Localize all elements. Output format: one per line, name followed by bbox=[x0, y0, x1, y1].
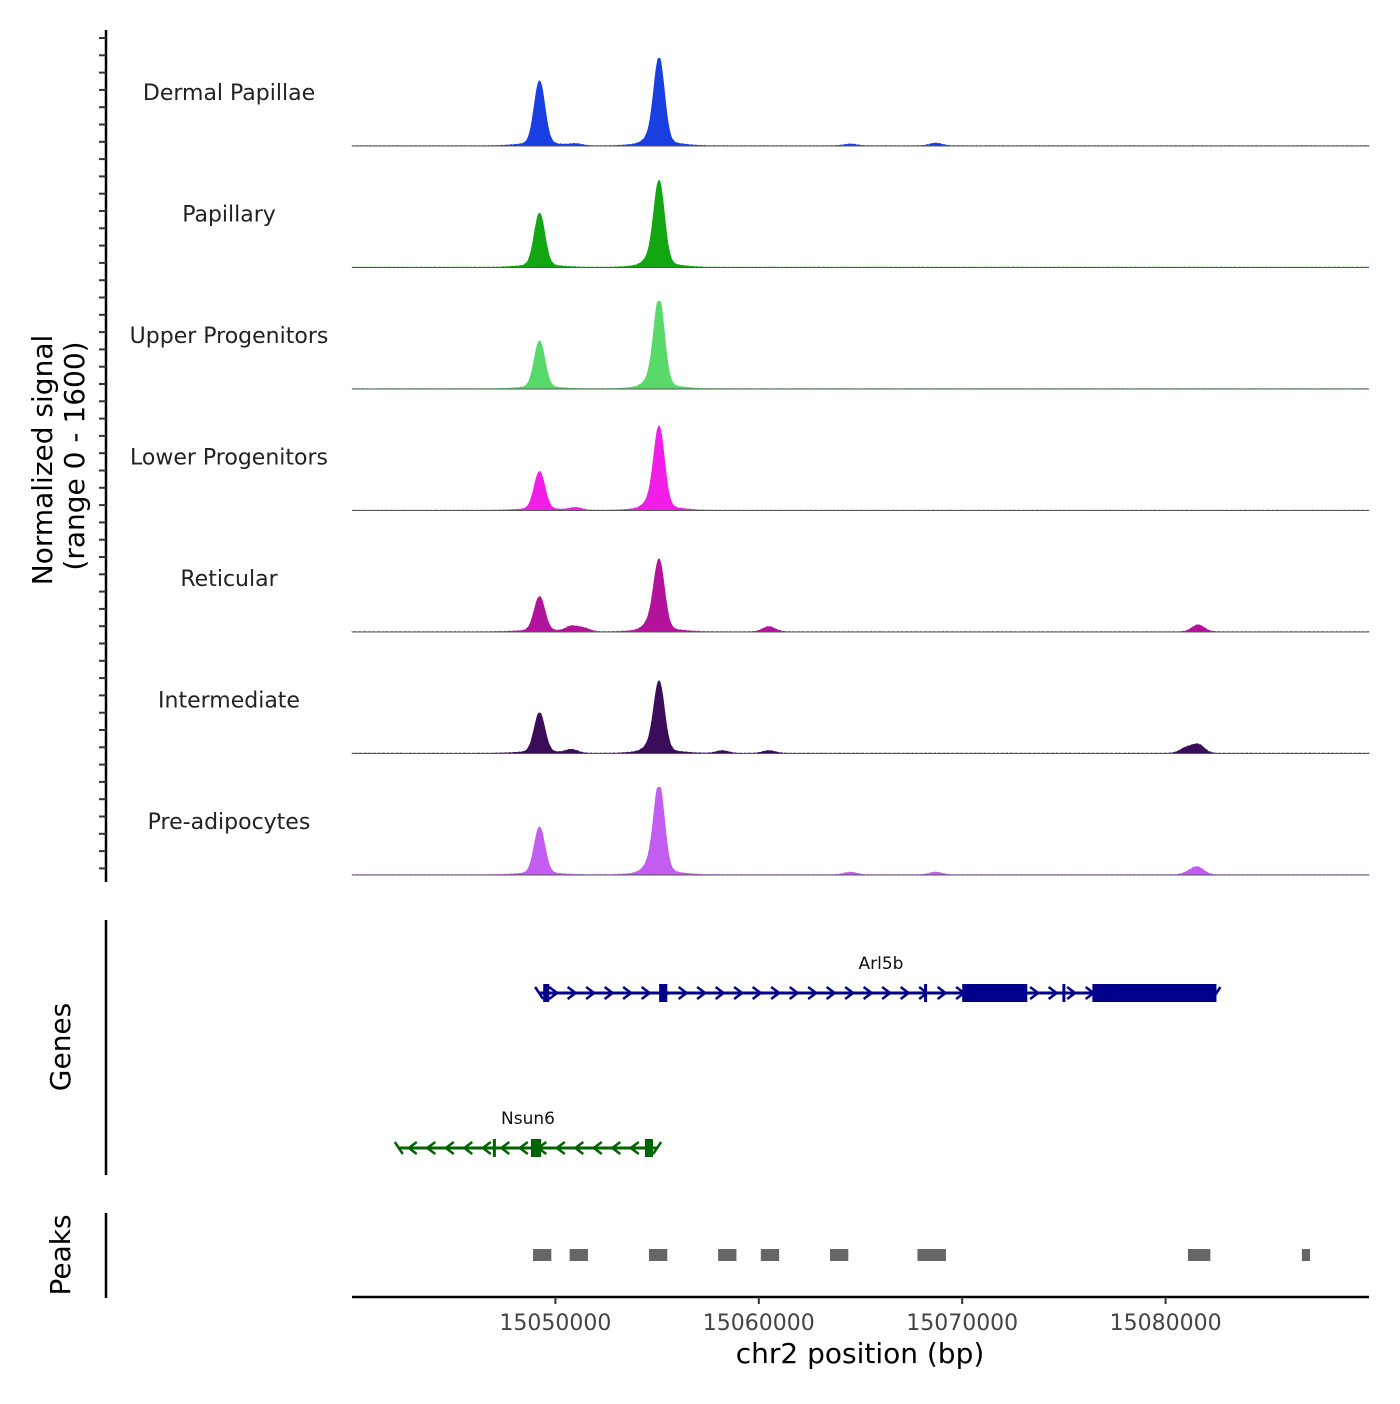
gene-model: Nsun6 bbox=[393, 1109, 663, 1157]
peak-region bbox=[760, 1249, 780, 1261]
x-tick-label: 15070000 bbox=[906, 1311, 1018, 1336]
x-axis-label: chr2 position (bp) bbox=[736, 1337, 985, 1370]
x-tick-label: 15050000 bbox=[499, 1311, 611, 1336]
track-label: Intermediate bbox=[158, 689, 300, 714]
gene-label: Arl5b bbox=[859, 954, 904, 974]
gene-strand-chevron bbox=[1066, 986, 1078, 1000]
gene-strand-chevron bbox=[517, 1141, 529, 1155]
gene-end-mark bbox=[652, 1141, 663, 1155]
gene-strand-chevron bbox=[603, 986, 615, 1000]
signal-track: Intermediate bbox=[158, 680, 1370, 754]
signal-tracks: Dermal Papillae Papillary Upper Progenitor… bbox=[130, 58, 1370, 876]
gene-strand-chevron bbox=[462, 1141, 474, 1155]
gene-strand-chevron bbox=[406, 1141, 418, 1155]
signal-area bbox=[351, 425, 1370, 511]
gene-strand-chevron bbox=[677, 986, 689, 1000]
peak-region bbox=[648, 1249, 668, 1261]
peak-region bbox=[829, 1249, 849, 1261]
gene-exon bbox=[644, 1139, 654, 1157]
gene-strand-chevron bbox=[862, 986, 874, 1000]
gene-strand-chevron bbox=[443, 1141, 455, 1155]
peak-region bbox=[533, 1249, 552, 1261]
signal-track: Dermal Papillae bbox=[143, 58, 1370, 147]
gene-strand-chevron bbox=[628, 1141, 640, 1155]
gene-track: Arl5b Nsun6 bbox=[393, 954, 1222, 1157]
gene-end-mark bbox=[393, 1141, 404, 1155]
track-label: Dermal Papillae bbox=[143, 81, 315, 106]
gene-strand-chevron bbox=[585, 986, 597, 1000]
gene-strand-chevron bbox=[499, 1141, 511, 1155]
signal-track: Papillary bbox=[182, 179, 1370, 268]
signal-area bbox=[351, 787, 1370, 876]
peak-region bbox=[917, 1249, 946, 1261]
signal-area bbox=[351, 680, 1370, 754]
gene-exon bbox=[659, 984, 668, 1002]
peak-region bbox=[718, 1249, 737, 1261]
gene-strand-chevron bbox=[1047, 986, 1059, 1000]
gene-label: Nsun6 bbox=[501, 1109, 555, 1129]
gene-strand-chevron bbox=[825, 986, 837, 1000]
signal-area bbox=[351, 301, 1370, 390]
signal-area bbox=[351, 58, 1370, 147]
peak-region bbox=[569, 1249, 588, 1261]
track-label: Reticular bbox=[180, 567, 278, 592]
signal-axis-label-line1: Normalized signal bbox=[26, 335, 59, 586]
gene-strand-chevron bbox=[610, 1141, 622, 1155]
gene-strand-chevron bbox=[554, 1141, 566, 1155]
gene-strand-chevron bbox=[622, 986, 634, 1000]
signal-axis-label-line2: (range 0 - 1600) bbox=[58, 341, 91, 570]
signal-axis-ticks bbox=[99, 37, 106, 870]
gene-strand-chevron bbox=[591, 1141, 603, 1155]
track-label: Upper Progenitors bbox=[130, 324, 329, 349]
gene-model: Arl5b bbox=[534, 954, 1222, 1002]
gene-strand-chevron bbox=[573, 1141, 585, 1155]
gene-strand-chevron bbox=[425, 1141, 437, 1155]
gene-strand-chevron bbox=[936, 986, 948, 1000]
gene-strand-chevron bbox=[807, 986, 819, 1000]
gene-strand-chevron bbox=[696, 986, 708, 1000]
signal-track: Upper Progenitors bbox=[130, 301, 1370, 390]
gene-strand-chevron bbox=[1029, 986, 1041, 1000]
x-axis-ticks: 15050000 15060000 15070000 15080000 bbox=[499, 1297, 1222, 1336]
gene-strand-chevron bbox=[918, 986, 930, 1000]
gene-strand-chevron bbox=[714, 986, 726, 1000]
gene-strand-chevron bbox=[566, 986, 578, 1000]
gene-strand-chevron bbox=[844, 986, 856, 1000]
x-tick-label: 15080000 bbox=[1110, 1311, 1222, 1336]
gene-strand-chevron bbox=[770, 986, 782, 1000]
signal-track: Pre-adipocytes bbox=[148, 787, 1370, 876]
gene-strand-chevron bbox=[751, 986, 763, 1000]
gene-strand-chevron bbox=[881, 986, 893, 1000]
peak-region bbox=[1301, 1249, 1311, 1261]
signal-area bbox=[351, 558, 1370, 633]
gene-strand-chevron bbox=[548, 986, 560, 1000]
gene-exon bbox=[530, 1139, 542, 1157]
peaks-axis-label: Peaks bbox=[44, 1214, 77, 1295]
gene-end-mark bbox=[1211, 986, 1222, 1000]
peak-track bbox=[533, 1249, 1311, 1261]
x-tick-label: 15060000 bbox=[703, 1311, 815, 1336]
track-label: Papillary bbox=[182, 203, 276, 228]
gene-strand-chevron bbox=[640, 986, 652, 1000]
gene-strand-chevron bbox=[480, 1141, 492, 1155]
peak-region bbox=[1187, 1249, 1211, 1261]
gene-end-mark bbox=[534, 986, 545, 1000]
signal-area bbox=[351, 179, 1370, 268]
gene-strand-chevron bbox=[899, 986, 911, 1000]
genes-axis-label: Genes bbox=[44, 1003, 77, 1091]
gene-exon bbox=[962, 984, 1028, 1002]
signal-track: Lower Progenitors bbox=[130, 425, 1370, 511]
gene-exon bbox=[1092, 984, 1217, 1002]
track-label: Lower Progenitors bbox=[130, 446, 328, 471]
gene-exon bbox=[543, 984, 550, 1002]
gene-strand-chevron bbox=[733, 986, 745, 1000]
signal-track: Reticular bbox=[180, 558, 1370, 633]
track-label: Pre-adipocytes bbox=[148, 810, 311, 835]
gene-strand-chevron bbox=[788, 986, 800, 1000]
